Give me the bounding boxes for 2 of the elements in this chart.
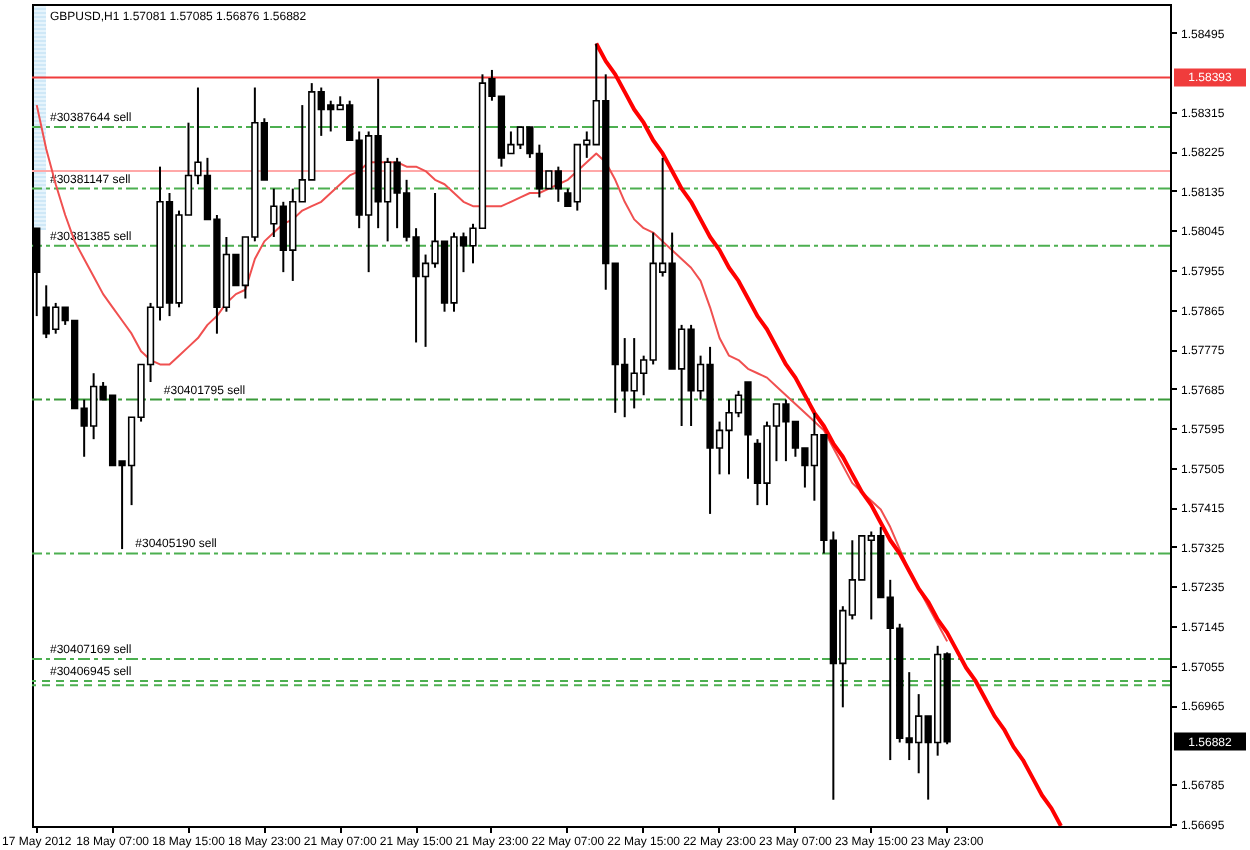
line-series (35, 104, 949, 643)
line-series (594, 41, 1063, 826)
